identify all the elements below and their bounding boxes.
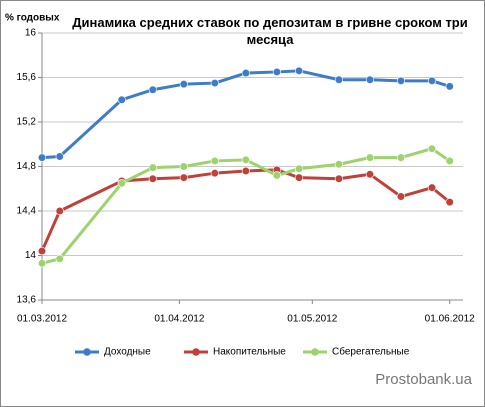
- point: [55, 152, 64, 161]
- point: [117, 95, 126, 104]
- y-axis-label: % годовых: [5, 13, 60, 24]
- y-tick-label: 15,6: [17, 72, 37, 83]
- y-tick-label: 14: [25, 250, 37, 261]
- point: [294, 164, 304, 173]
- legend-label: Доходные: [104, 347, 151, 358]
- x-tick-label: 01.05.2012: [287, 314, 337, 325]
- point: [334, 75, 344, 84]
- x-tick-label: 01.04.2012: [154, 314, 204, 325]
- point: [445, 198, 454, 207]
- point: [179, 173, 188, 182]
- point: [294, 66, 304, 75]
- point: [396, 76, 406, 85]
- point: [241, 166, 250, 176]
- point: [117, 179, 126, 188]
- point: [334, 174, 344, 183]
- y-tick-label: 14,8: [17, 161, 37, 172]
- point: [241, 155, 250, 164]
- point: [396, 192, 406, 201]
- point: [365, 75, 375, 84]
- legend-marker: [311, 348, 319, 356]
- legend-label: Накопительные: [213, 347, 286, 358]
- point: [272, 67, 281, 77]
- y-tick-label: 14,4: [17, 206, 37, 217]
- x-tick-label: 01.03.2012: [17, 314, 67, 325]
- legend-marker: [83, 348, 91, 356]
- point: [272, 171, 281, 180]
- chart-title: Динамика средних ставок по депозитам в г…: [72, 15, 468, 47]
- point: [427, 76, 437, 85]
- point: [210, 156, 219, 166]
- point: [148, 85, 157, 94]
- series-line: [41, 69, 451, 160]
- point: [55, 254, 64, 263]
- point: [427, 144, 437, 153]
- y-tick-label: 16: [25, 28, 37, 39]
- point: [210, 169, 219, 178]
- legend-label: Сберегательные: [332, 346, 410, 358]
- point: [445, 82, 454, 91]
- y-tick-label: 13,6: [17, 295, 37, 306]
- point: [210, 78, 219, 88]
- point: [55, 206, 64, 216]
- series-line: [41, 147, 451, 265]
- point: [445, 156, 454, 166]
- y-tick-label: 15,2: [17, 117, 37, 128]
- point: [37, 153, 47, 162]
- point: [334, 160, 344, 169]
- point: [37, 259, 47, 268]
- point: [365, 170, 375, 179]
- point: [396, 153, 406, 162]
- point: [148, 163, 157, 172]
- point: [427, 183, 437, 192]
- point: [179, 80, 188, 89]
- point: [241, 68, 250, 78]
- point: [37, 246, 47, 256]
- point: [179, 162, 188, 171]
- x-tick-label: 01.06.2012: [425, 314, 475, 325]
- point: [365, 153, 375, 162]
- point: [148, 174, 157, 183]
- point: [294, 173, 304, 182]
- watermark: Prostobank.ua: [375, 371, 472, 388]
- legend-marker: [192, 348, 200, 356]
